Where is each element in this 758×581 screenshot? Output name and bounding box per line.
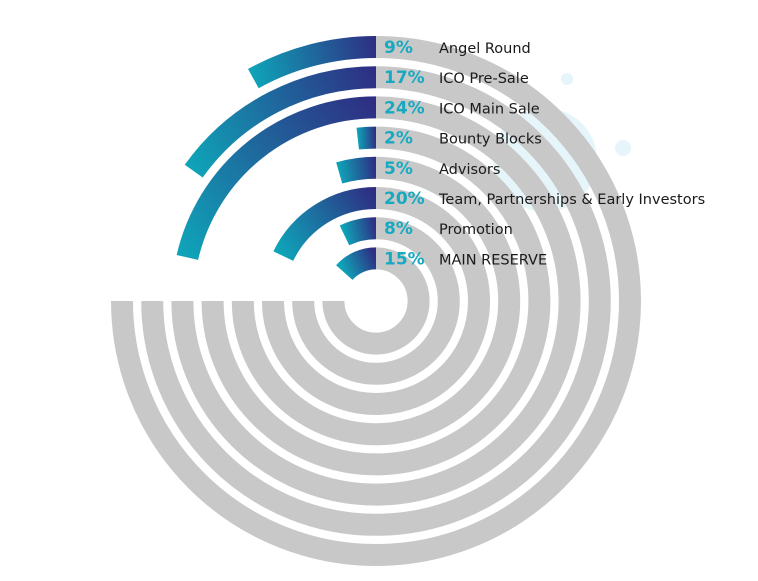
bar-ico-main-sale xyxy=(176,96,377,260)
track-bounty-blocks xyxy=(201,126,551,476)
bar-angel-round xyxy=(248,36,377,89)
series-label-main-reserve: MAIN RESERVE xyxy=(439,252,547,268)
series-label-bounty-blocks: Bounty Blocks xyxy=(439,132,542,148)
track-team-partnerships-early-investors xyxy=(262,187,490,415)
ring-labels: 9% Angel Round 17% ICO Pre-Sale 24% ICO Main … xyxy=(384,38,705,269)
bar-team-partnerships-early-investors xyxy=(273,187,377,262)
series-label-advisors: Advisors xyxy=(439,162,500,178)
ring-tracks xyxy=(111,36,641,566)
series-label-ico-pre-sale: ICO Pre-Sale xyxy=(439,71,529,87)
series-label-promotion: Promotion xyxy=(439,222,513,238)
bar-bounty-blocks xyxy=(356,126,377,150)
value-label-angel-round: 9% xyxy=(384,38,413,58)
track-angel-round xyxy=(111,36,641,566)
bar-ico-pre-sale xyxy=(184,66,377,178)
value-label-ico-pre-sale: 17% xyxy=(384,68,425,88)
value-label-main-reserve: 15% xyxy=(384,249,425,269)
series-label-angel-round: Angel Round xyxy=(439,41,531,57)
track-advisors xyxy=(231,156,521,446)
series-label-team-partnerships-early-investors: Team, Partnerships & Early Investors xyxy=(438,192,705,208)
bubble-small xyxy=(561,73,573,85)
value-label-bounty-blocks: 2% xyxy=(384,129,413,149)
ring-bars xyxy=(176,36,377,281)
bar-main-reserve xyxy=(336,247,377,281)
track-promotion xyxy=(292,217,460,385)
bubble-small xyxy=(615,140,631,156)
value-label-advisors: 5% xyxy=(384,159,413,179)
value-label-ico-main-sale: 24% xyxy=(384,98,425,118)
bar-advisors xyxy=(336,156,377,184)
series-label-ico-main-sale: ICO Main Sale xyxy=(439,101,540,117)
value-label-promotion: 8% xyxy=(384,219,413,239)
track-ico-pre-sale xyxy=(141,66,611,536)
track-ico-main-sale xyxy=(171,96,581,506)
track-main-reserve xyxy=(322,247,430,355)
value-label-team-partnerships-early-investors: 20% xyxy=(384,189,425,209)
bar-promotion xyxy=(339,217,377,246)
